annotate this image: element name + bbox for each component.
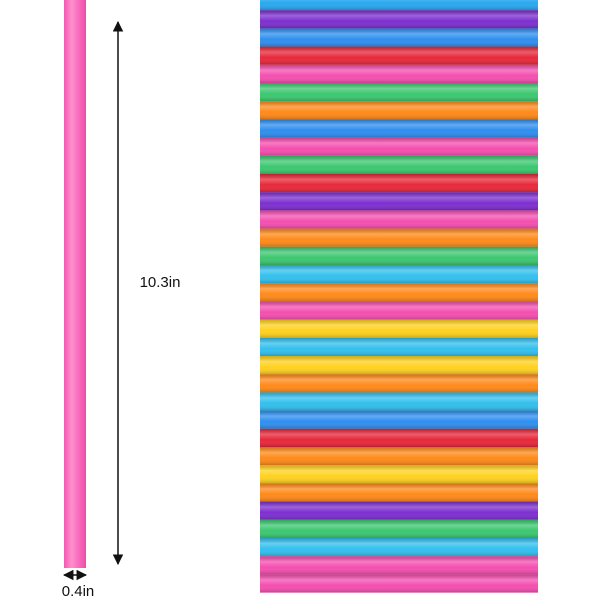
single-straw <box>64 0 86 568</box>
stacked-straw <box>260 0 538 11</box>
stacked-straw <box>260 283 538 302</box>
stacked-straw <box>260 174 538 193</box>
stacked-straw <box>260 246 538 265</box>
stacked-straw <box>260 428 538 447</box>
stacked-straw <box>260 556 538 575</box>
stacked-straw <box>260 538 538 557</box>
stacked-straw <box>260 119 538 138</box>
stacked-straw <box>260 64 538 83</box>
stacked-straw <box>260 483 538 502</box>
stacked-straw <box>260 155 538 174</box>
stacked-straw <box>260 319 538 338</box>
diameter-label: 0.4in <box>62 583 95 600</box>
straw-stack <box>260 0 538 593</box>
stacked-straw <box>260 137 538 156</box>
stacked-straw <box>260 337 538 356</box>
stacked-straw <box>260 28 538 47</box>
stacked-straw <box>260 519 538 538</box>
stacked-straw <box>260 228 538 247</box>
stacked-straw <box>260 392 538 411</box>
stacked-straw <box>260 101 538 120</box>
stacked-straw <box>260 410 538 429</box>
stacked-straw <box>260 83 538 102</box>
stacked-straw <box>260 465 538 484</box>
stacked-straw <box>260 265 538 284</box>
stacked-straw <box>260 46 538 65</box>
stacked-straw <box>260 374 538 393</box>
stacked-straw <box>260 447 538 466</box>
stacked-straw <box>260 210 538 229</box>
stacked-straw <box>260 192 538 211</box>
length-label: 10.3in <box>140 274 181 291</box>
stacked-straw <box>260 501 538 520</box>
stacked-straw <box>260 574 538 593</box>
stacked-straw <box>260 301 538 320</box>
stacked-straw <box>260 356 538 375</box>
stacked-straw <box>260 10 538 29</box>
